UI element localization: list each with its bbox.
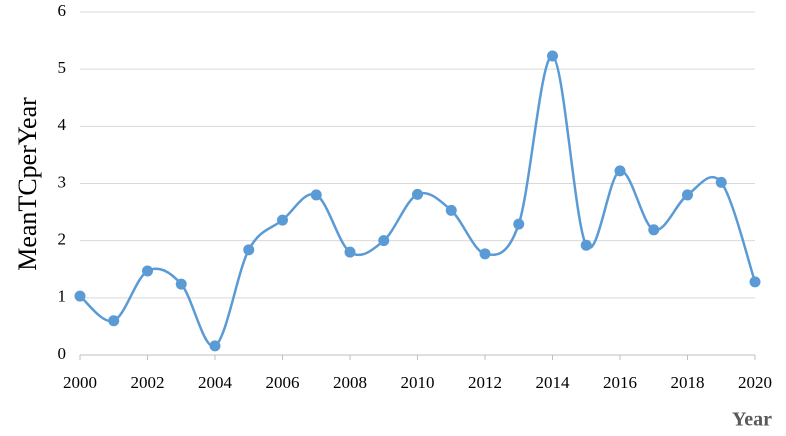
data-point: [243, 244, 255, 256]
data-point: [513, 218, 525, 230]
y-tick-label: 0: [58, 344, 67, 363]
data-point: [310, 189, 322, 201]
data-point: [142, 265, 153, 277]
x-tick-label: 2010: [401, 373, 435, 392]
data-point: [108, 315, 120, 327]
data-point: [175, 278, 187, 290]
data-point: [749, 276, 761, 288]
x-tick-label: 2012: [468, 373, 502, 392]
x-tick-label: 2002: [131, 373, 165, 392]
y-axis-label: MeanTCperYear: [13, 97, 42, 271]
y-tick-label: 6: [58, 1, 67, 20]
data-point: [378, 235, 390, 247]
series-line: [79, 54, 757, 348]
x-tick-label: 2020: [738, 373, 772, 392]
x-axis-label: Year: [732, 409, 772, 431]
x-tick-label: 2018: [671, 373, 705, 392]
x-tick-label: 2008: [333, 373, 367, 392]
x-tick-label: 2016: [603, 373, 637, 392]
y-tick-label: 3: [58, 172, 67, 191]
data-point: [547, 50, 558, 62]
data-point: [74, 290, 86, 302]
data-point: [648, 224, 660, 236]
data-point: [580, 239, 592, 251]
x-tick-label: 2006: [266, 373, 300, 392]
data-point: [614, 165, 626, 177]
y-tick-label: 5: [58, 58, 67, 77]
x-tick-label: 2014: [536, 373, 571, 392]
y-tick-label: 4: [58, 115, 67, 134]
data-point: [715, 176, 727, 188]
x-tick-label: 2000: [63, 373, 97, 392]
data-point: [209, 340, 221, 352]
data-point: [445, 204, 457, 216]
data-point: [277, 214, 288, 226]
data-point: [412, 188, 423, 200]
data-point: [682, 189, 693, 201]
x-tick-label: 2004: [198, 373, 233, 392]
data-point: [479, 248, 491, 260]
y-tick-label: 1: [58, 287, 67, 306]
y-tick-label: 2: [58, 230, 67, 249]
data-point: [344, 246, 356, 258]
